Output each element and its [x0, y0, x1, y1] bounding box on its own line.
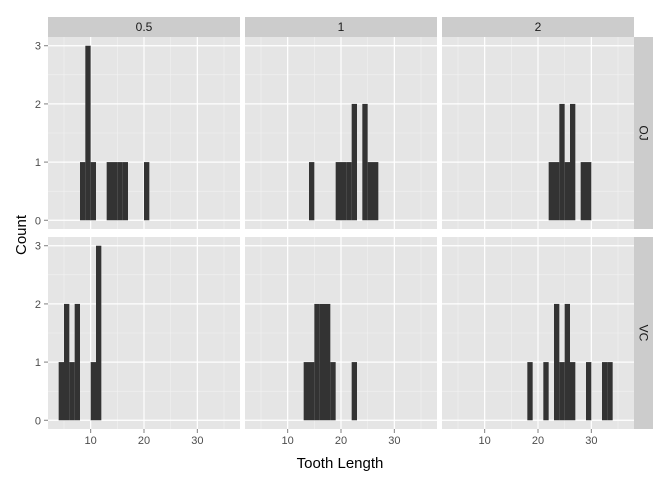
histogram-bar: [564, 303, 570, 421]
panel-VC-0.5: [48, 237, 240, 429]
panel-OJ-0.5: [48, 37, 240, 229]
histogram-bar: [303, 362, 309, 421]
histogram-bar: [112, 162, 118, 221]
row-strip-label: VC: [637, 325, 651, 342]
histogram-bar: [80, 162, 86, 221]
x-tick-label: 20: [335, 435, 347, 447]
x-tick-label: 30: [191, 435, 203, 447]
histogram-bar: [351, 362, 357, 421]
histogram-bar: [570, 103, 576, 221]
histogram-bar: [543, 362, 549, 421]
histogram-bar: [351, 103, 357, 221]
histogram-bar: [570, 362, 576, 421]
histogram-bar: [362, 103, 368, 221]
panel-OJ-2: [442, 37, 634, 229]
x-tick-label: 10: [479, 435, 491, 447]
histogram-bar: [559, 103, 565, 221]
histogram-bar: [106, 162, 112, 221]
x-axis-title: Tooth Length: [297, 455, 384, 472]
histogram-bar: [96, 245, 102, 421]
x-tick-label: 30: [388, 435, 400, 447]
histogram-bar: [335, 162, 341, 221]
panel-OJ-1: [245, 37, 437, 229]
histogram-bar: [373, 162, 379, 221]
histogram-bar: [367, 162, 373, 221]
histogram-bar: [346, 162, 352, 221]
y-tick-label: 2: [35, 99, 41, 111]
histogram-bar: [586, 362, 592, 421]
x-tick-label: 10: [85, 435, 97, 447]
strips-layer: 0.5 1 2 OJ VC: [48, 17, 653, 429]
histogram-bar: [58, 362, 64, 421]
y-tick-label: 2: [35, 299, 41, 311]
panel-VC-1: [245, 237, 437, 429]
y-tick-label: 3: [35, 241, 41, 253]
histogram-bar: [580, 162, 586, 221]
histogram-bar: [319, 303, 325, 421]
column-strip-0: [48, 17, 240, 37]
histogram-bar: [74, 303, 80, 421]
panels-layer: [48, 37, 634, 429]
histogram-bar: [309, 362, 315, 421]
y-tick-label: 0: [35, 415, 41, 427]
panel-VC-2: [442, 237, 634, 429]
histogram-bar: [564, 162, 570, 221]
histogram-bar: [314, 303, 320, 421]
column-strip-2: [442, 17, 634, 37]
histogram-bar: [586, 162, 592, 221]
y-tick-label: 0: [35, 215, 41, 227]
column-strip-label: 1: [338, 20, 345, 34]
histogram-bar: [69, 362, 75, 421]
column-strip-label: 0.5: [136, 20, 153, 34]
row-strip-1: [634, 237, 653, 429]
histogram-bar: [122, 162, 128, 221]
x-tick-label: 30: [585, 435, 597, 447]
y-axis-title: Count: [13, 214, 30, 255]
histogram-bar: [85, 45, 91, 221]
histogram-bar: [309, 162, 315, 221]
histogram-bar: [90, 362, 96, 421]
histogram-bar: [330, 362, 336, 421]
column-strip-1: [245, 17, 437, 37]
row-strip-0: [634, 37, 653, 229]
histogram-bar: [602, 362, 608, 421]
histogram-bar: [527, 362, 533, 421]
x-tick-label: 20: [532, 435, 544, 447]
y-tick-label: 3: [35, 41, 41, 53]
histogram-bar: [341, 162, 347, 221]
histogram-bar: [90, 162, 96, 221]
histogram-bar: [548, 162, 554, 221]
x-tick-label: 10: [282, 435, 294, 447]
column-strip-label: 2: [535, 20, 542, 34]
histogram-bar: [144, 162, 150, 221]
histogram-bar: [117, 162, 123, 221]
row-strip-label: OJ: [637, 125, 651, 140]
histogram-bar: [325, 303, 331, 421]
y-tick-label: 1: [35, 357, 41, 369]
histogram-bar: [554, 303, 560, 421]
histogram-bar: [64, 303, 70, 421]
histogram-bar: [554, 162, 560, 221]
y-tick-label: 1: [35, 157, 41, 169]
x-tick-label: 20: [138, 435, 150, 447]
histogram-bar: [607, 362, 613, 421]
histogram-bar: [559, 362, 565, 421]
